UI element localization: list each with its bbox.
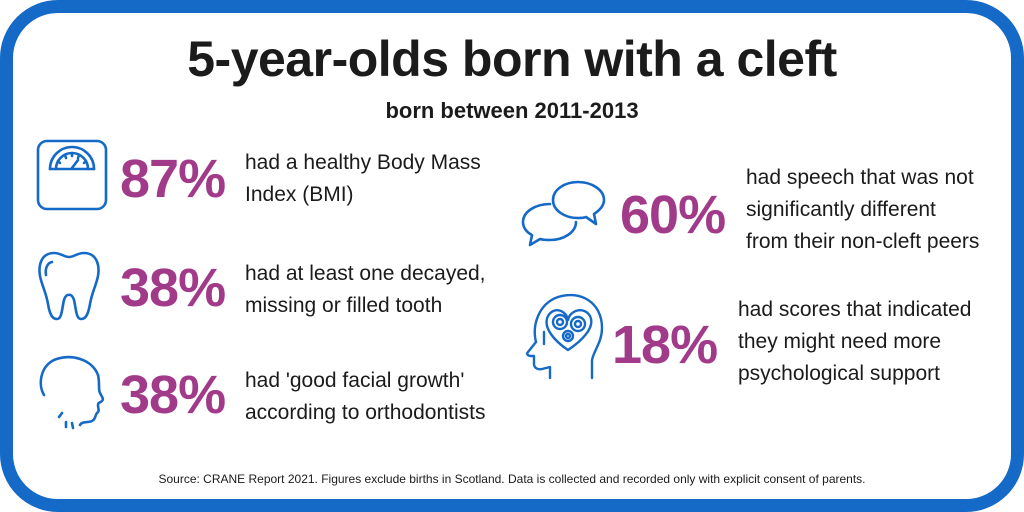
stat-percent: 38% bbox=[120, 258, 226, 318]
page-title: 5-year-olds born with a cleft bbox=[187, 31, 837, 87]
stat-description-line: had a healthy Body Mass bbox=[245, 151, 481, 174]
stat-description-line: they might need more bbox=[738, 330, 942, 353]
stat-description-line: Index (BMI) bbox=[245, 183, 354, 206]
stat-description: had 'good facial growth' according to or… bbox=[245, 365, 485, 429]
stat-percent: 18% bbox=[612, 315, 718, 375]
head-gears-icon bbox=[522, 292, 606, 382]
stat-description-line: missing or filled tooth bbox=[245, 294, 443, 317]
stat-description-line: had 'good facial growth' bbox=[245, 369, 465, 392]
stat-percent: 87% bbox=[120, 149, 226, 209]
stat-description-line: according to orthodontists bbox=[245, 401, 486, 424]
stat-percent: 60% bbox=[620, 185, 726, 245]
page-subtitle: born between 2011-2013 bbox=[385, 98, 639, 123]
scale-icon bbox=[36, 139, 108, 211]
stat-percent: 38% bbox=[120, 365, 226, 425]
stat-description-line: had scores that indicated bbox=[738, 298, 972, 321]
stat-description-line: psychological support bbox=[738, 362, 940, 385]
stat-description-line: significantly different bbox=[746, 198, 936, 221]
stat-description: had speech that was not significantly di… bbox=[746, 162, 979, 258]
source-note: Source: CRANE Report 2021. Figures exclu… bbox=[158, 472, 866, 486]
stat-description: had at least one decayed, missing or fil… bbox=[245, 258, 486, 322]
stat-description-line: had at least one decayed, bbox=[245, 262, 486, 285]
stat-description-line: from their non-cleft peers bbox=[746, 230, 980, 253]
stat-description: had scores that indicated they might nee… bbox=[738, 294, 971, 390]
stat-description: had a healthy Body Mass Index (BMI) bbox=[245, 147, 481, 211]
face-profile-icon bbox=[36, 355, 108, 430]
speech-bubbles-icon bbox=[520, 178, 608, 248]
stat-description-line: had speech that was not bbox=[746, 166, 974, 189]
tooth-icon bbox=[36, 250, 102, 322]
